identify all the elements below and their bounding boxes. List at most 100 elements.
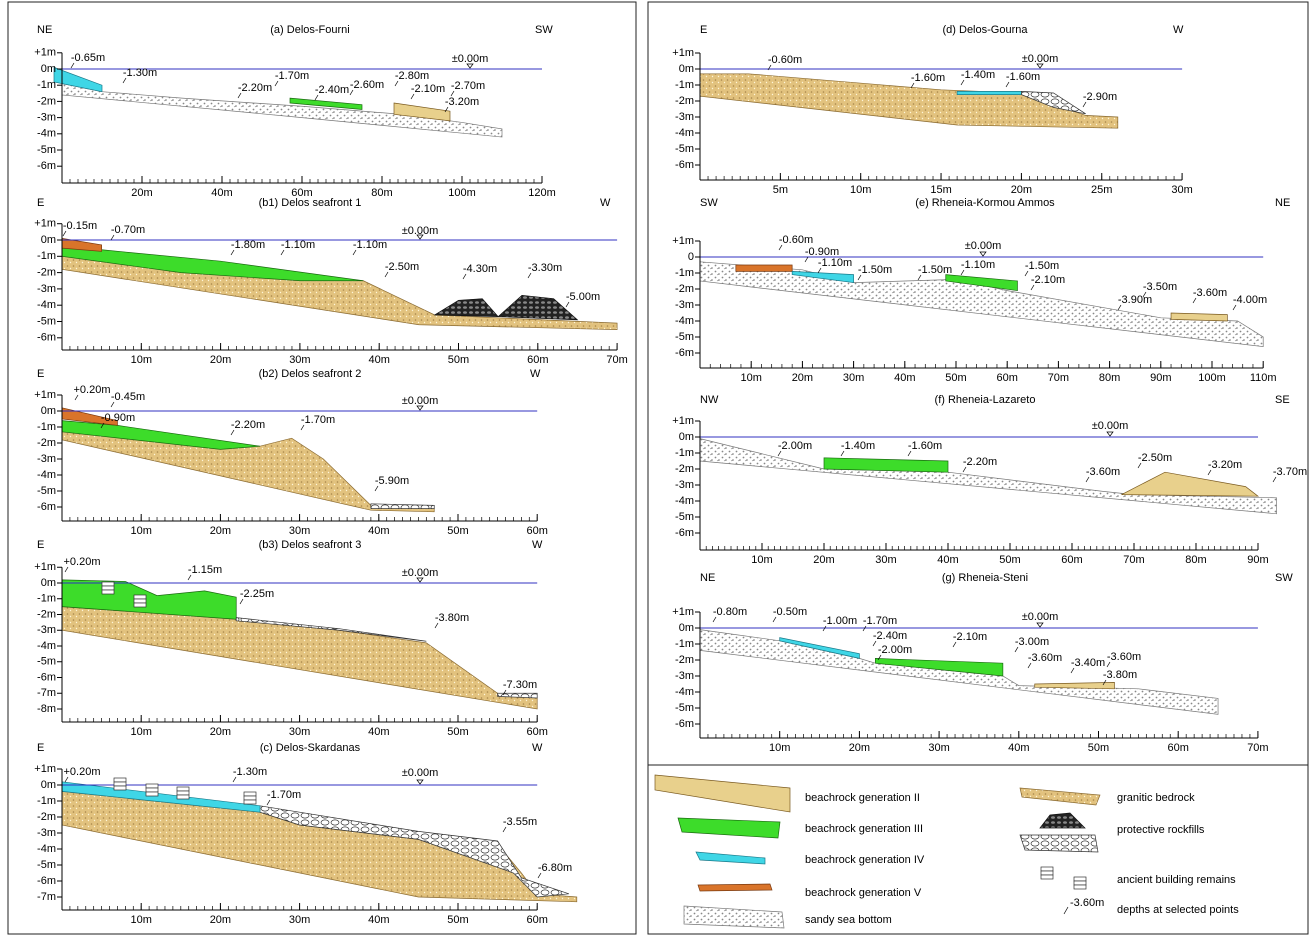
depth-label: -1.50m (918, 264, 952, 276)
y-tick-label: -2m (37, 95, 56, 107)
building-block (177, 795, 189, 799)
depth-label: -1.40m (841, 440, 875, 452)
x-tick-label: 50m (945, 372, 966, 384)
x-tick-label: 20m (849, 742, 870, 754)
y-tick-label: -2m (675, 654, 694, 666)
legend-swatch (655, 775, 790, 812)
x-tick-label: 50m (999, 554, 1020, 566)
x-tick-label: 80m (1099, 372, 1120, 384)
x-tick-label: 50m (447, 914, 468, 926)
y-tick-label: -3m (675, 670, 694, 682)
y-tick-label: +1m (34, 561, 56, 573)
building-block (102, 586, 114, 590)
y-tick-label: -4m (37, 128, 56, 140)
legend-swatch (696, 852, 765, 864)
depth-label: -1.00m (823, 615, 857, 627)
direction-left: SW (700, 197, 718, 209)
depth-label: -1.30m (123, 67, 157, 79)
depth-label: -3.90m (1118, 294, 1152, 306)
x-tick-label: 30m (289, 354, 310, 366)
x-tick-label: 20m (813, 554, 834, 566)
legend-depth-pointer (1064, 907, 1068, 914)
building-block (134, 595, 146, 599)
depth-label: -2.50m (385, 261, 419, 273)
y-tick-label: -3m (675, 111, 694, 123)
x-tick-label: 60m (527, 354, 548, 366)
y-tick-label: -5m (675, 143, 694, 155)
y-tick-label: -2m (675, 283, 694, 295)
sea-level-label: ±0.00m (402, 567, 439, 579)
depth-label: -2.90m (1083, 91, 1117, 103)
profile-II (1122, 472, 1258, 496)
x-tick-label: 100m (448, 187, 476, 199)
depth-label: -1.10m (281, 239, 315, 251)
direction-right: W (600, 197, 611, 209)
direction-left: E (37, 742, 44, 754)
depth-label: -3.60m (1107, 651, 1141, 663)
y-tick-label: -1m (675, 638, 694, 650)
panel-title: (e) Rheneia-Kormou Ammos (915, 197, 1055, 209)
depth-label: -0.80m (713, 606, 747, 618)
profile-bed (62, 427, 434, 512)
depth-label: -6.80m (538, 862, 572, 874)
building-block (134, 603, 146, 607)
depth-label: -1.10m (818, 257, 852, 269)
x-tick-label: 10m (740, 372, 761, 384)
direction-right: SE (1275, 394, 1290, 406)
y-tick-label: -5m (37, 144, 56, 156)
depth-label: -0.90m (101, 412, 135, 424)
y-tick-label: -6m (37, 875, 56, 887)
depth-label: -2.60m (350, 79, 384, 91)
y-tick-label: +1m (672, 606, 694, 618)
x-tick-label: 50m (448, 354, 469, 366)
depth-label: -2.70m (451, 80, 485, 92)
y-tick-label: -4m (37, 843, 56, 855)
depth-label: -3.80m (435, 612, 469, 624)
x-tick-label: 90m (1150, 372, 1171, 384)
depth-label: -3.20m (1208, 459, 1242, 471)
y-tick-label: -4m (675, 127, 694, 139)
panel-title: (c) Delos-Skardanas (260, 742, 361, 754)
profile-rock (371, 504, 434, 509)
depth-label: -7.30m (503, 679, 537, 691)
sea-marker (980, 252, 986, 256)
x-tick-label: 70m (1048, 372, 1069, 384)
y-tick-label: -3m (675, 299, 694, 311)
y-tick-label: -1m (675, 267, 694, 279)
y-tick-label: -5m (37, 859, 56, 871)
direction-left: E (37, 539, 44, 551)
y-tick-label: -5m (37, 656, 56, 668)
depth-label: -3.00m (1015, 636, 1049, 648)
depth-label: -2.20m (231, 419, 265, 431)
x-tick-label: 10m (769, 742, 790, 754)
legend-label: beachrock generation IV (805, 854, 925, 866)
y-tick-label: -2m (675, 95, 694, 107)
x-tick-label: 60m (526, 914, 547, 926)
legend-label: protective rockfills (1117, 824, 1205, 836)
depth-label: -5.90m (375, 475, 409, 487)
y-tick-label: -6m (675, 527, 694, 539)
x-tick-label: 30m (875, 554, 896, 566)
x-tick-label: 70m (606, 354, 627, 366)
building-block (177, 787, 189, 791)
direction-right: NE (1275, 197, 1290, 209)
y-tick-label: -2m (37, 437, 56, 449)
depth-label: -1.10m (353, 239, 387, 251)
direction-right: SW (535, 24, 553, 36)
x-tick-label: 40m (368, 726, 389, 738)
direction-left: NW (700, 394, 719, 406)
x-tick-label: 30m (843, 372, 864, 384)
x-tick-label: 10m (131, 354, 152, 366)
y-tick-label: 0m (41, 779, 56, 791)
profile-IV (957, 91, 1021, 94)
depth-label: -1.50m (858, 264, 892, 276)
y-tick-label: -7m (37, 891, 56, 903)
depth-label: -1.50m (1025, 260, 1059, 272)
direction-left: E (37, 368, 44, 380)
y-tick-label: +1m (34, 389, 56, 401)
y-tick-label: -3m (37, 453, 56, 465)
x-tick-label: 80m (1185, 554, 1206, 566)
y-tick-label: -7m (37, 687, 56, 699)
depth-label: -2.25m (240, 588, 274, 600)
panel-title: (f) Rheneia-Lazareto (935, 394, 1036, 406)
